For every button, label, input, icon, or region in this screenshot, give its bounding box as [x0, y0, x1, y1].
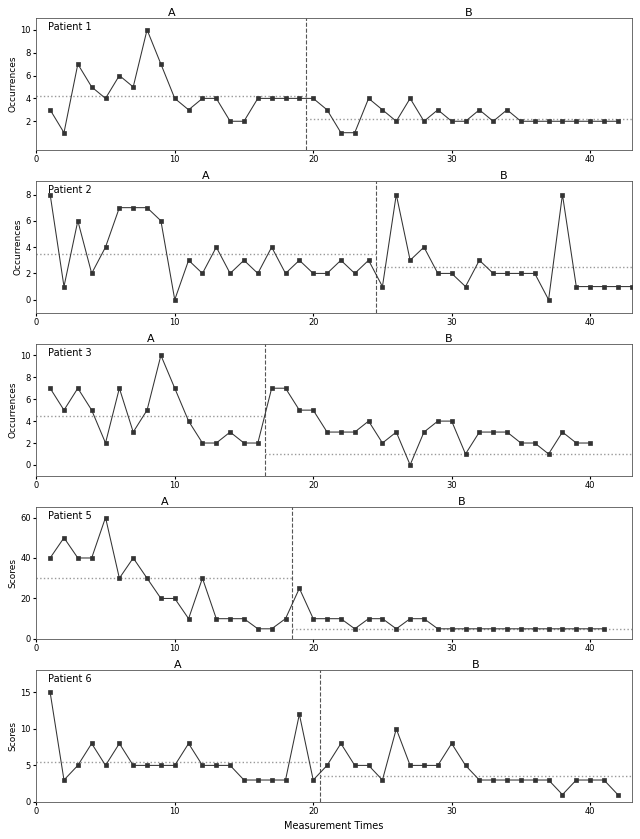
Text: Patient 6: Patient 6	[48, 675, 92, 685]
Text: A: A	[202, 171, 210, 181]
Y-axis label: Occurrences: Occurrences	[8, 382, 17, 439]
Y-axis label: Scores: Scores	[8, 722, 17, 751]
Y-axis label: Occurrences: Occurrences	[8, 56, 17, 112]
Text: A: A	[168, 8, 175, 18]
Text: B: B	[465, 8, 473, 18]
Y-axis label: Scores: Scores	[8, 558, 17, 588]
Text: B: B	[472, 660, 480, 670]
Text: B: B	[458, 498, 466, 508]
Text: B: B	[444, 335, 452, 344]
Text: Patient 5: Patient 5	[48, 511, 92, 521]
Text: A: A	[161, 498, 168, 508]
Text: B: B	[500, 171, 508, 181]
Text: Patient 3: Patient 3	[48, 348, 92, 358]
Text: A: A	[174, 660, 182, 670]
Text: A: A	[147, 335, 154, 344]
X-axis label: Measurement Times: Measurement Times	[284, 821, 383, 831]
Y-axis label: Occurrences: Occurrences	[13, 219, 22, 275]
Text: Patient 1: Patient 1	[48, 23, 92, 32]
Text: Patient 2: Patient 2	[48, 185, 92, 195]
